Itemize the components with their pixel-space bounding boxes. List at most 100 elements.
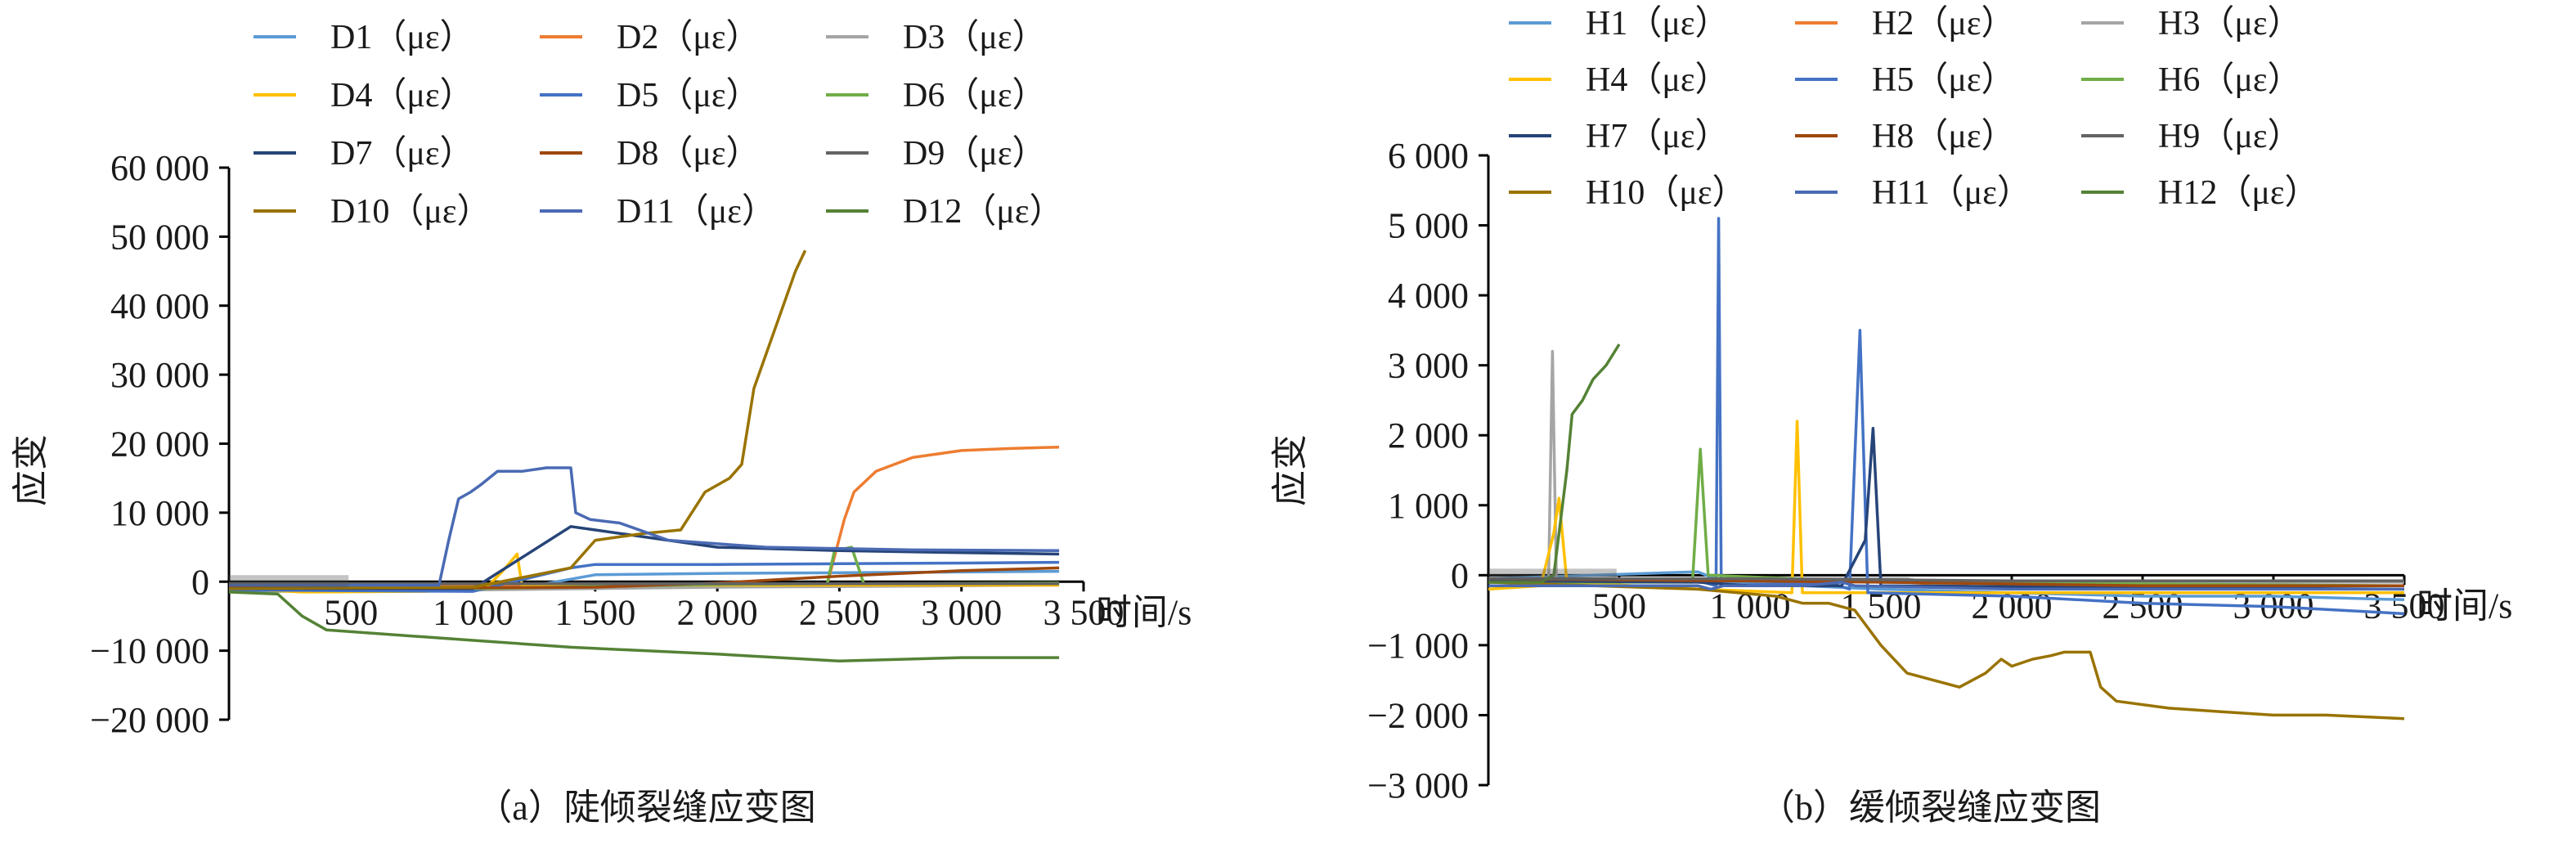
legend-label: H6（με） — [2158, 61, 2302, 99]
x-tick-label: 3 500 — [1043, 592, 1124, 632]
series-line-5 — [1488, 217, 2405, 616]
noise-band — [1488, 568, 1617, 582]
x-tick-label: 500 — [1592, 586, 1646, 626]
y-tick-label: −2 000 — [1367, 695, 1469, 735]
caption: （a）陡倾裂缝应变图 — [476, 788, 816, 828]
legend-item: D4（με） — [254, 77, 474, 114]
x-axis: 500 1 000 1 500 2 000 2 500 3 000 3 500 — [229, 580, 1124, 632]
legend-label: D7（με） — [330, 135, 474, 173]
legend-item: H6（με） — [2081, 61, 2302, 99]
legend-label: D5（με） — [617, 77, 761, 114]
legend-item: H10（με） — [1509, 174, 1747, 212]
series-line-11 — [229, 466, 1060, 587]
legend-item: D3（με） — [826, 19, 1047, 56]
y-tick-label: 4 000 — [1388, 276, 1469, 316]
y-tick-label: 6 000 — [1388, 136, 1469, 176]
y-tick-label: 0 — [1451, 555, 1469, 595]
legend-item: D1（με） — [254, 19, 474, 56]
legend-label: H8（με） — [1872, 118, 2016, 155]
legend-label: H9（με） — [2158, 118, 2302, 155]
y-axis-label: 应变 — [11, 434, 51, 506]
x-tick-label: 2 500 — [799, 592, 880, 632]
series-line-6 — [1488, 447, 2405, 587]
legend-item: D11（με） — [540, 193, 776, 231]
caption: （b）缓倾裂缝应变图 — [1759, 788, 2101, 828]
legend-item: H5（με） — [1795, 61, 2016, 99]
legend-label: H10（με） — [1586, 174, 1747, 212]
legend-item: H2（με） — [1795, 5, 2016, 43]
y-tick-label: 5 000 — [1388, 206, 1469, 246]
legend-label: D10（με） — [330, 193, 491, 231]
series-line-11 — [1488, 581, 2404, 591]
plot-series — [1488, 217, 2405, 721]
x-axis-label: 时间/s — [1096, 592, 1192, 632]
legend-label: H7（με） — [1586, 118, 1730, 155]
plot-series — [228, 249, 1060, 663]
legend-label: H11（με） — [1872, 174, 2031, 212]
chart-gentle-fracture-strain: H1（με） H2（με） H3（με） H4（με） H5（με） H6（με） H7（μ… — [1270, 5, 2512, 828]
legend-label: H12（με） — [2158, 174, 2319, 212]
y-axis-label: 应变 — [1270, 434, 1310, 506]
series-line-9 — [1488, 577, 2404, 582]
legend-item: D10（με） — [254, 193, 491, 231]
legend-label: D12（με） — [903, 193, 1064, 231]
y-tick-label: 0 — [191, 562, 209, 602]
legend-item: H9（με） — [2081, 118, 2302, 155]
y-tick-label: −1 000 — [1367, 626, 1469, 666]
series-line-8 — [1488, 577, 2404, 587]
legend-label: D11（με） — [617, 193, 776, 231]
x-axis-label: 时间/s — [2417, 586, 2512, 626]
series-line-12 — [1488, 343, 1621, 584]
x-tick-label: 2 000 — [677, 592, 758, 632]
series-line-12 — [228, 590, 1060, 663]
y-tick-label: −20 000 — [90, 700, 209, 740]
legend-item: H8（με） — [1795, 118, 2016, 155]
y-tick-label: 50 000 — [110, 217, 209, 257]
legend-label: D1（με） — [330, 19, 474, 56]
legend-item: D12（με） — [826, 193, 1064, 231]
y-tick-label: 1 000 — [1388, 486, 1469, 526]
legend-item: D2（με） — [540, 19, 761, 56]
y-tick-label: 30 000 — [110, 355, 209, 395]
y-tick-label: 20 000 — [110, 424, 209, 465]
y-tick-label: 10 000 — [110, 493, 209, 533]
legend-label: D8（με） — [617, 135, 761, 173]
legend-item: H12（με） — [2081, 174, 2319, 212]
y-axis: −3 000 −2 000 −1 000 0 1 000 2 000 3 000 4 000 5… — [1367, 136, 1490, 806]
legend: D1（με） D2（με） D3（με） D4（με） D5（με） D6（με） D7（μ… — [254, 19, 1064, 231]
legend-label: H4（με） — [1586, 61, 1730, 99]
series-line-7 — [1488, 426, 2405, 591]
series-line-10 — [1488, 581, 2405, 721]
y-tick-label: 40 000 — [110, 286, 209, 326]
legend-label: D3（με） — [903, 19, 1047, 56]
legend-label: H1（με） — [1586, 5, 1730, 43]
legend-item: D5（με） — [540, 77, 761, 114]
x-tick-label: 1 500 — [554, 592, 635, 632]
legend-label: D4（με） — [330, 77, 474, 114]
legend-item: D8（με） — [540, 135, 761, 173]
legend: H1（με） H2（με） H3（με） H4（με） H5（με） H6（με） H7（μ… — [1509, 5, 2319, 212]
series-line-10 — [228, 249, 807, 590]
x-tick-label: 1 000 — [433, 592, 514, 632]
legend-item: H11（με） — [1795, 174, 2031, 212]
y-tick-label: 60 000 — [110, 148, 209, 188]
y-tick-label: 3 000 — [1388, 346, 1469, 386]
legend-item: D7（με） — [254, 135, 474, 173]
y-tick-label: −10 000 — [90, 631, 209, 671]
series-line-4 — [1488, 420, 2404, 595]
legend-label: H3（με） — [2158, 5, 2302, 43]
legend-item: H4（με） — [1509, 61, 1730, 99]
series-line-3 — [1488, 349, 2404, 586]
y-axis: −20 000 −10 000 0 10 000 20 000 30 000 40 000 5… — [90, 148, 231, 740]
x-tick-label: 500 — [324, 592, 378, 632]
legend-label: D6（με） — [903, 77, 1047, 114]
legend-label: D9（με） — [903, 135, 1047, 173]
series-line-7 — [229, 525, 1060, 590]
x-tick-label: 3 000 — [921, 592, 1002, 632]
legend-label: H5（με） — [1872, 61, 2016, 99]
legend-item: H3（με） — [2081, 5, 2302, 43]
chart-steep-fracture-strain: D1（με） D2（με） D3（με） D4（με） D5（με） D6（με） D7（μ… — [11, 19, 1192, 828]
y-tick-label: 2 000 — [1388, 415, 1469, 456]
legend-label: H2（με） — [1872, 5, 2016, 43]
